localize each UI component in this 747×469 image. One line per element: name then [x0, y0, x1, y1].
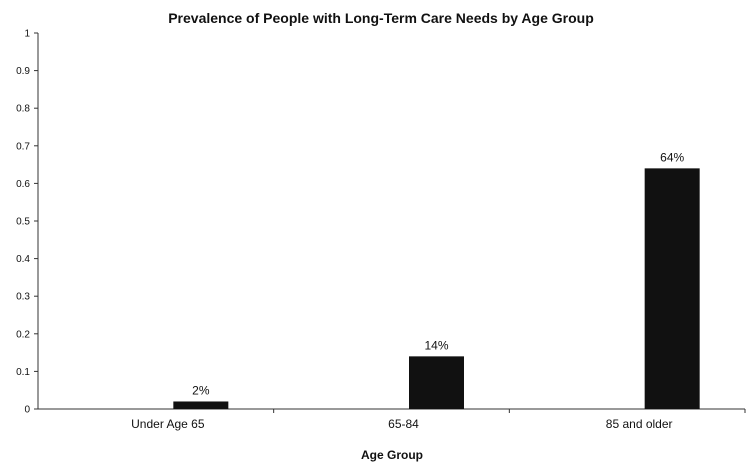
y-tick-label: 0.7 — [16, 141, 30, 152]
x-tick-label: 65-84 — [388, 417, 419, 431]
y-tick-group: 0 0.1 0.2 0.3 0.4 0.5 0.6 0.7 0.8 0.9 1 — [16, 29, 38, 416]
bar — [409, 356, 464, 409]
x-tick-label: Under Age 65 — [131, 417, 205, 431]
y-tick-label: 0.5 — [16, 217, 30, 228]
y-tick-label: 0.8 — [16, 104, 30, 115]
y-tick-label: 0.2 — [16, 329, 30, 340]
x-tick-label: 85 and older — [606, 417, 673, 431]
chart-title: Prevalence of People with Long-Term Care… — [168, 10, 594, 26]
x-tick-group: Under Age 65 65-84 85 and older — [131, 409, 746, 431]
data-label: 2% — [192, 383, 210, 397]
bar-group — [173, 168, 700, 409]
data-label-group: 2% 14% 64% — [192, 150, 684, 397]
y-tick-label: 0.6 — [16, 179, 30, 190]
x-axis-title: Age Group — [361, 448, 423, 462]
data-label: 14% — [424, 338, 448, 352]
y-tick-label: 0.1 — [16, 367, 30, 378]
bar — [173, 401, 229, 409]
bar — [644, 168, 700, 409]
y-tick-label: 1 — [24, 29, 30, 40]
y-tick-label: 0.3 — [16, 292, 30, 303]
y-tick-label: 0.9 — [16, 66, 30, 77]
data-label: 64% — [660, 150, 684, 164]
y-tick-label: 0 — [24, 405, 30, 416]
y-tick-label: 0.4 — [16, 254, 30, 265]
